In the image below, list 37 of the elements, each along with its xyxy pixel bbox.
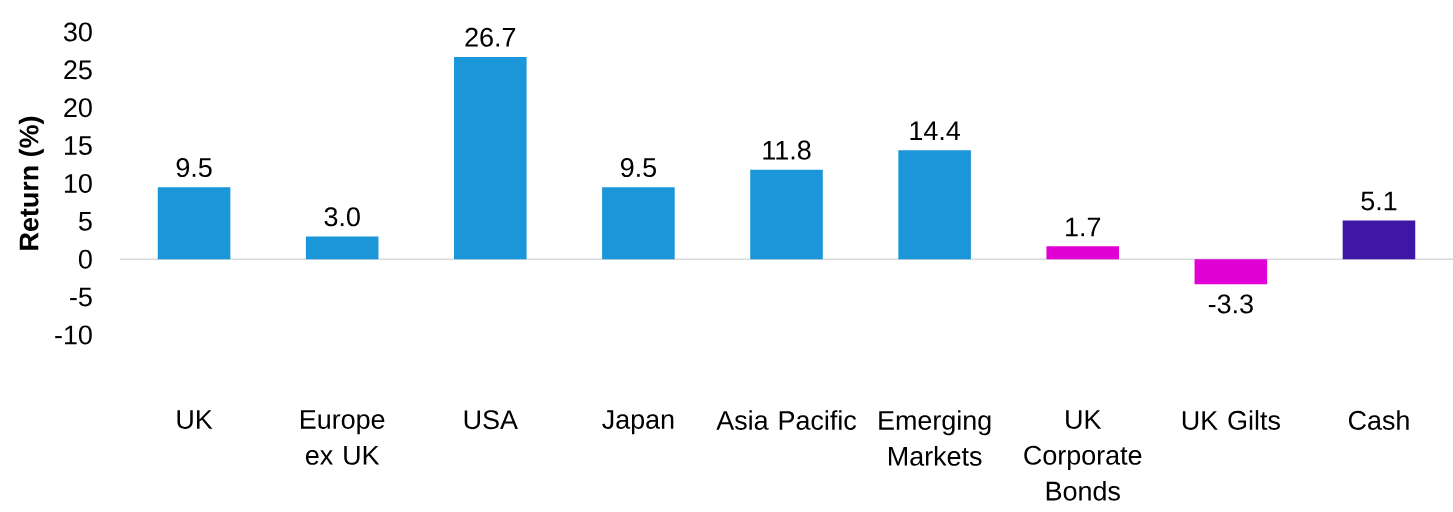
x-tick-label: Europe ex UK [301,410,385,465]
y-axis-title: Return (%) [18,116,44,250]
x-tick-label: Emerging Markets [879,410,991,466]
y-tick-label: 20 [64,98,92,118]
data-label: 5.1 [1361,191,1397,211]
data-label: 14.4 [910,121,961,140]
x-tick-label: Asia Pacific [716,410,857,430]
x-tick-label: UK [177,410,213,429]
y-tick-label: 0 [78,249,92,269]
y-tick-label: 30 [63,22,92,42]
y-tick-label: -5 [70,287,92,307]
bar [1046,246,1120,260]
y-tick-label: 25 [64,60,92,80]
data-label: 26.7 [465,27,516,47]
bar [1342,220,1416,260]
bar [898,150,971,260]
y-tick-label: -10 [55,325,92,345]
y-tick-label: 5 [78,211,92,231]
data-label: 3.0 [324,207,360,227]
data-label: 9.5 [176,158,212,178]
bar [1194,259,1268,285]
data-label: 11.8 [763,140,811,160]
x-tick-label: UK Corporate Bonds [1024,410,1142,501]
y-tick-label: 10 [64,173,92,194]
bar [454,56,527,260]
bar [750,169,823,260]
y-tick-label: 15 [64,136,92,155]
x-tick-label: Japan [602,410,674,435]
bar [157,187,231,260]
data-label: 9.5 [620,158,656,178]
data-label: 1.7 [1066,217,1101,237]
bar [305,236,379,260]
x-tick-label: Cash [1348,410,1409,430]
data-label: -3.3 [1208,294,1253,314]
x-tick-label: UK Gilts [1182,410,1280,430]
x-tick-label: USA [464,410,518,430]
bar [602,187,675,260]
